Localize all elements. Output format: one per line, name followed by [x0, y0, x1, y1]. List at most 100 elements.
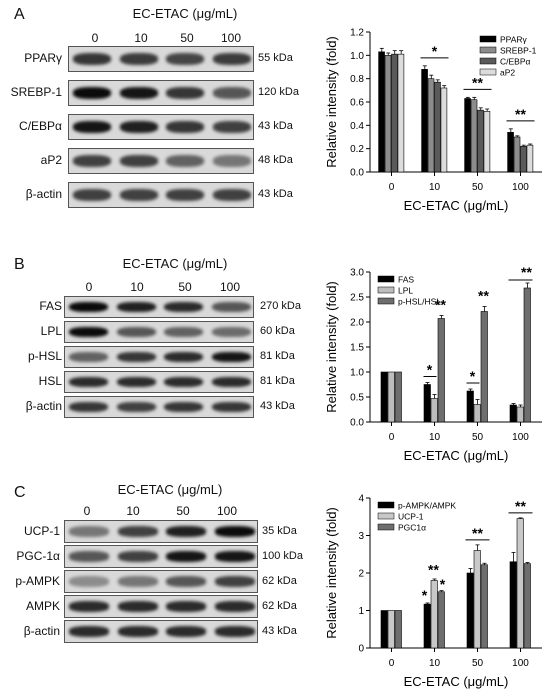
- legend-swatch: [377, 501, 395, 509]
- kda-label: 270 kDa: [260, 300, 301, 312]
- blot-band: [116, 352, 156, 362]
- blot-row-label: SREBP-1: [10, 85, 62, 99]
- blot-band: [166, 626, 207, 637]
- bar: [384, 55, 392, 173]
- kda-label: 48 kDa: [258, 154, 293, 166]
- bar: [483, 111, 491, 173]
- kda-label: 43 kDa: [258, 188, 293, 200]
- bar: [394, 610, 402, 649]
- legend-swatch: [377, 297, 395, 305]
- blot-band: [119, 155, 158, 167]
- significance-star: **: [428, 562, 439, 578]
- legend-label: LPL: [398, 286, 413, 296]
- y-tick-label: 1.2: [350, 28, 364, 39]
- legend-swatch: [479, 57, 497, 65]
- blot-strip: [68, 148, 254, 174]
- legend-label: aP2: [500, 68, 515, 78]
- bar: [423, 603, 431, 649]
- bar: [387, 371, 395, 423]
- bar: [380, 371, 388, 423]
- legend-swatch: [479, 46, 497, 54]
- y-tick-label: 0.0: [350, 418, 364, 429]
- blot-strip: [64, 371, 254, 393]
- blot-row-label: C/EBPα: [19, 119, 62, 133]
- conc-label: 100: [216, 504, 238, 518]
- significance-star: *: [432, 43, 438, 59]
- blot-band: [211, 377, 251, 387]
- bar: [470, 99, 478, 173]
- treatment-label: EC-ETAC (μg/mL): [122, 256, 228, 271]
- blot-row-label: LPL: [40, 324, 62, 338]
- conc-label: 0: [85, 280, 93, 294]
- blot-band: [166, 576, 207, 587]
- y-axis-label: Relative intensity (fold): [324, 36, 339, 168]
- legend-swatch: [377, 512, 395, 520]
- blot-strip: [64, 620, 258, 643]
- blot-band: [119, 87, 158, 99]
- y-axis-label: Relative intensity (fold): [324, 507, 339, 639]
- bar: [513, 136, 521, 173]
- bar: [391, 53, 398, 173]
- kda-label: 120 kDa: [258, 86, 299, 98]
- x-axis-label: EC-ETAC (μg/mL): [404, 674, 509, 689]
- significance-star: *: [422, 587, 428, 603]
- treatment-label: EC-ETAC (μg/mL): [117, 482, 223, 497]
- bar: [397, 53, 405, 173]
- blot-row-label: PPARγ: [24, 51, 62, 65]
- bar: [378, 51, 385, 173]
- y-tick-label: 3.0: [350, 268, 364, 279]
- bar-chart-a: 0.0 0.2 0.4 0.6 0.8 1.0 1.2 Relative intensity …: [324, 28, 542, 213]
- blot-row-label: aP2: [40, 153, 62, 167]
- conc-label: 50: [180, 31, 194, 45]
- kda-label: 55 kDa: [258, 52, 293, 64]
- bar: [477, 109, 484, 173]
- bar: [387, 610, 395, 649]
- blot-band: [212, 189, 251, 201]
- legend-swatch: [377, 275, 395, 283]
- blot-band: [69, 576, 110, 587]
- legend-swatch: [479, 68, 497, 76]
- bar: [427, 78, 435, 173]
- bar: [473, 550, 481, 649]
- kda-label: 62 kDa: [262, 574, 297, 587]
- x-tick-label: 50: [472, 182, 484, 193]
- y-axis-label: Relative intensity (fold): [324, 281, 339, 413]
- x-tick-label: 100: [512, 182, 529, 193]
- y-tick-label: 1: [358, 606, 364, 617]
- y-tick-label: 1.0: [350, 368, 364, 379]
- y-tick-label: 1.5: [350, 343, 364, 354]
- x-tick-label: 10: [429, 432, 441, 443]
- kda-label: 100 kDa: [262, 549, 303, 562]
- bar-chart-c: 0 1 2 3 4 Relative intensity (fold) 0 10 50 100EC…: [324, 494, 542, 689]
- blot-band: [73, 87, 112, 99]
- blot-row-label: AMPK: [25, 598, 60, 613]
- bar: [437, 591, 445, 649]
- x-tick-label: 0: [389, 182, 395, 193]
- y-tick-label: 0.6: [350, 98, 364, 109]
- bar: [507, 132, 514, 173]
- blot-band: [211, 302, 251, 312]
- blot-band: [164, 352, 204, 362]
- blot-band: [164, 302, 204, 312]
- bar: [523, 287, 531, 423]
- blot-band: [73, 155, 112, 167]
- bar: [509, 561, 517, 649]
- blot-row-label: FAS: [39, 299, 62, 313]
- legend-label: PPARγ: [500, 35, 528, 45]
- blot-band: [119, 53, 158, 65]
- blot-band: [119, 121, 158, 133]
- blot-strip: [64, 396, 254, 418]
- blot-band: [166, 189, 205, 201]
- blot-strip: [68, 114, 254, 140]
- blot-band: [166, 53, 205, 65]
- conc-label: 50: [176, 504, 190, 518]
- y-tick-label: 2.0: [350, 318, 364, 329]
- bar: [423, 384, 431, 423]
- x-tick-label: 50: [472, 432, 484, 443]
- bar: [509, 404, 517, 423]
- blot-band: [69, 327, 109, 337]
- blot-band: [164, 377, 204, 387]
- significance-star: *: [470, 368, 476, 384]
- x-tick-label: 10: [429, 658, 441, 669]
- legend-swatch: [479, 35, 497, 43]
